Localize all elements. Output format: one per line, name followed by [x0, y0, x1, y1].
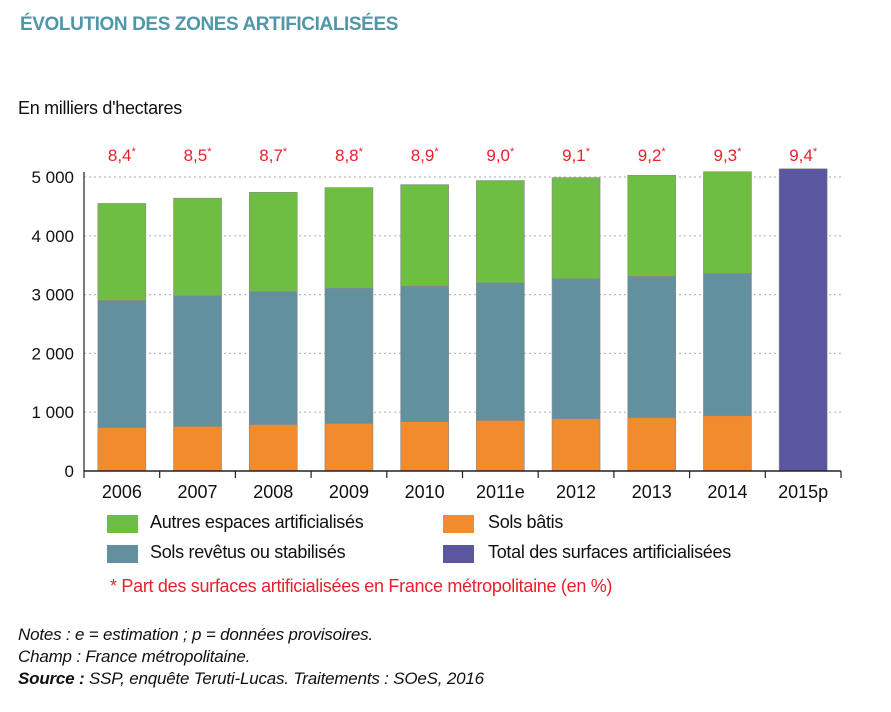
- chart-title: ÉVOLUTION DES ZONES ARTIFICIALISÉES: [20, 14, 398, 35]
- source-label: Source :: [18, 669, 85, 688]
- x-tick-label: 2012: [556, 482, 596, 502]
- bar-segment: [551, 418, 601, 472]
- notes-line: Notes : e = estimation ; p = données pro…: [18, 625, 373, 644]
- bar-segment: [400, 184, 449, 287]
- y-tick-label: 2 000: [31, 344, 74, 363]
- legend-swatch-revetus: [107, 545, 138, 563]
- bar-segment: [476, 282, 525, 421]
- bar-segment: [703, 273, 752, 417]
- unit-label: En milliers d'hectares: [18, 98, 182, 118]
- bar-segment: [248, 191, 298, 292]
- legend-label-bati: Sols bâtis: [488, 512, 564, 532]
- bar-segment: [173, 295, 222, 427]
- champ-line: Champ : France métropolitaine.: [18, 647, 251, 666]
- footnote: * Part des surfaces artificialisées en F…: [110, 576, 613, 596]
- bar-segment: [627, 174, 677, 277]
- bar-segment: [97, 300, 147, 428]
- bar-segment: [778, 168, 828, 472]
- bars: [97, 168, 828, 472]
- stacked-bar-chart: 0 1 000 2 000 3 000 4 000 5 000 2006 8,4* 2007 8,…: [31, 146, 842, 502]
- bar-segment: [400, 286, 449, 422]
- axes: [83, 172, 842, 478]
- x-tick-label: 2015p: [778, 482, 828, 502]
- bar-segment: [173, 426, 222, 472]
- x-tick-label: 2008: [253, 482, 293, 502]
- share-label: 9,2*: [638, 146, 667, 165]
- x-tick-label: 2014: [707, 482, 747, 502]
- bar-segment: [324, 287, 374, 424]
- bar-segment: [627, 276, 677, 418]
- legend-swatch-autres: [107, 515, 138, 533]
- bar-segment: [248, 291, 298, 425]
- legend-swatch-bati: [443, 515, 474, 533]
- bar-segment: [703, 415, 752, 472]
- x-tick-label: 2010: [405, 482, 445, 502]
- share-label: 8,4*: [108, 146, 137, 165]
- share-label: 8,9*: [411, 146, 440, 165]
- x-tick-label: 2007: [178, 482, 218, 502]
- bar-segment: [400, 421, 449, 472]
- y-tick-label: 4 000: [31, 227, 74, 246]
- bar-segment: [551, 278, 601, 419]
- bar-segment: [97, 203, 147, 301]
- y-tick-label: 5 000: [31, 168, 74, 187]
- bar-segment: [173, 197, 222, 297]
- x-tick-label: 2011e: [476, 482, 525, 502]
- x-tick-label: 2013: [632, 482, 672, 502]
- source-line: Source : SSP, enquête Teruti-Lucas. Trai…: [18, 668, 484, 690]
- legend-label-total: Total des surfaces artificialisées: [488, 542, 731, 562]
- bar-segment: [476, 180, 525, 284]
- share-label: 8,8*: [335, 146, 364, 165]
- legend-label-autres: Autres espaces artificialisés: [150, 512, 364, 532]
- source-text: SSP, enquête Teruti-Lucas. Traitements :…: [84, 669, 484, 688]
- x-tick-label: 2006: [102, 482, 142, 502]
- bar-segment: [476, 420, 525, 472]
- bar-segment: [703, 171, 752, 274]
- bar-segment: [551, 177, 601, 280]
- y-tick-label: 3 000: [31, 286, 74, 305]
- share-label: 9,4*: [789, 146, 818, 165]
- share-label: 9,3*: [713, 146, 742, 165]
- notes-block: Notes : e = estimation ; p = données pro…: [18, 624, 484, 690]
- legend-swatch-total: [443, 545, 474, 563]
- share-label: 9,1*: [562, 146, 591, 165]
- bar-segment: [248, 424, 298, 472]
- y-tick-label: 0: [65, 462, 74, 481]
- legend-label-revetus: Sols revêtus ou stabilisés: [150, 542, 346, 562]
- bar-segment: [627, 417, 677, 472]
- x-tick-label: 2009: [329, 482, 369, 502]
- share-label: 8,5*: [184, 146, 213, 165]
- labels: 0 1 000 2 000 3 000 4 000 5 000 2006 8,4* 2007 8,…: [31, 146, 828, 502]
- y-tick-label: 1 000: [31, 403, 74, 422]
- bar-segment: [324, 187, 374, 289]
- bar-segment: [97, 427, 147, 472]
- share-label: 8,7*: [259, 146, 288, 165]
- bar-segment: [324, 423, 374, 472]
- share-label: 9,0*: [486, 146, 515, 165]
